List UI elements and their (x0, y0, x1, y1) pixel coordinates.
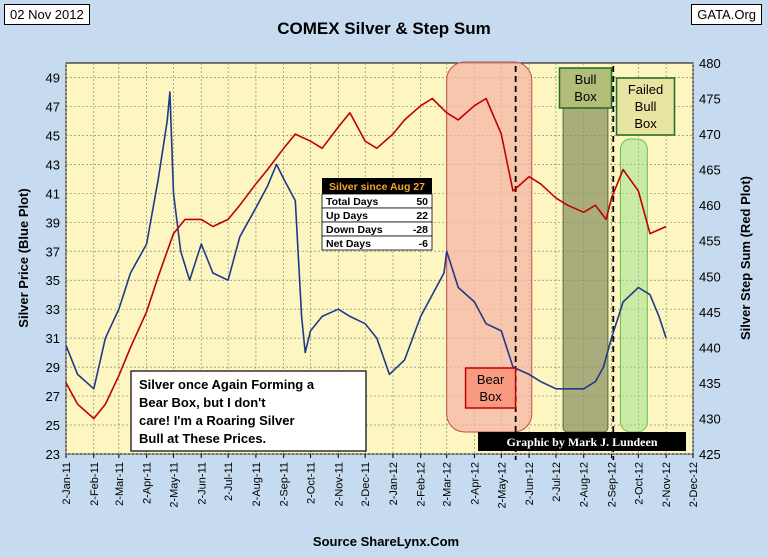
x-tick-label: 2-Nov-11 (333, 462, 345, 506)
box-label: Bear Box (464, 367, 517, 409)
annotation-text: Silver once Again Forming a Bear Box, but… (139, 377, 315, 446)
stats-row-value: -6 (419, 238, 428, 250)
y-left-tick-label: 37 (46, 244, 60, 259)
y-axis-left-label: Silver Price (Blue Plot) (16, 188, 31, 327)
box-region (619, 138, 648, 433)
y-right-tick-label: 445 (699, 305, 721, 320)
y-right-tick-label: 475 (699, 92, 721, 107)
y-left-tick-label: 29 (46, 360, 60, 375)
y-left-tick-label: 47 (46, 99, 60, 114)
series-lines: Bear Box Bull Box Failed Bull Box (65, 67, 676, 420)
y-left-tick-label: 43 (46, 157, 60, 172)
x-tick-label: 2-Jun-11 (196, 462, 208, 505)
y-right-tick-label: 450 (699, 269, 721, 284)
site-label: GATA.Org (691, 4, 762, 25)
x-tick-label: 2-Nov-12 (661, 462, 673, 507)
y-left-tick-label: 35 (46, 273, 60, 288)
stats-row-label: Up Days (326, 210, 368, 222)
box-label: Bull Box (558, 67, 613, 109)
y-left-tick-label: 49 (46, 70, 60, 85)
box-region (562, 101, 609, 433)
y-left-tick-label: 27 (46, 389, 60, 404)
x-tick-label: 2-Feb-11 (89, 462, 101, 506)
credit-text: Graphic by Mark J. Lundeen (506, 435, 657, 449)
y-left-tick-label: 25 (46, 418, 60, 433)
y-left-tick-label: 33 (46, 302, 60, 317)
y-right-tick-label: 430 (699, 411, 721, 426)
stats-table: Silver since Aug 27 Total Days 50 Up Days 2… (321, 178, 433, 251)
x-tick-label: 2-Aug-12 (579, 462, 591, 507)
x-tick-label: 2-Jan-11 (61, 462, 73, 505)
step-sum-line (65, 97, 667, 420)
x-tick-label: 2-Apr-11 (142, 462, 154, 504)
x-tick-label: 2-May-12 (496, 462, 508, 508)
annotation-box: Silver once Again Forming a Bear Box, but… (130, 370, 367, 452)
x-tick-label: 2-Mar-12 (442, 462, 454, 507)
x-tick-label: 2-Mar-11 (114, 462, 126, 506)
y-right-tick-label: 470 (699, 127, 721, 142)
y-left-tick-label: 41 (46, 186, 60, 201)
source-label: Source ShareLynx.Com (313, 534, 459, 549)
silver-price-line (65, 91, 667, 390)
x-tick-label: 2-Dec-12 (688, 462, 700, 507)
stats-row-value: 22 (416, 210, 428, 222)
y-left-tick-label: 31 (46, 331, 60, 346)
y-right-tick-label: 465 (699, 163, 721, 178)
stats-row-label: Down Days (326, 224, 383, 236)
box-label-text: Failed Bull Box (628, 82, 663, 131)
x-tick-label: 2-Oct-11 (306, 462, 318, 504)
x-tick-label: 2-Feb-12 (416, 462, 428, 507)
stats-row-label: Total Days (326, 196, 378, 208)
x-tick-label: 2-Jul-11 (223, 462, 235, 501)
boxes (446, 61, 648, 460)
y-right-tick-label: 425 (699, 447, 721, 462)
date-label: 02 Nov 2012 (4, 4, 90, 25)
stats-row-value: 50 (416, 196, 428, 208)
x-tick-label: 2-Jun-12 (524, 462, 536, 505)
x-tick-label: 2-Apr-12 (469, 462, 481, 505)
chart-title: COMEX Silver & Step Sum (277, 19, 491, 38)
credit-box: Graphic by Mark J. Lundeen (478, 432, 686, 451)
y-right-tick-label: 460 (699, 198, 721, 213)
x-tick-label: 2-Oct-12 (633, 462, 645, 505)
y-left-tick-label: 23 (46, 447, 60, 462)
x-tick-label: 2-Jan-12 (388, 462, 400, 505)
y-right-tick-label: 455 (699, 234, 721, 249)
stats-row-label: Net Days (326, 238, 371, 250)
y-left-tick-label: 45 (46, 128, 60, 143)
stats-row-value: -28 (413, 224, 428, 236)
x-tick-label: 2-Jul-12 (551, 462, 563, 502)
box-label-text: Bull Box (574, 72, 597, 104)
axes: 2-Jan-11 2-Feb-11 2-Mar-11 2-Apr-11 2-May-11… (46, 56, 721, 508)
box-label: Failed Bull Box (615, 77, 676, 136)
x-tick-label: 2-Dec-11 (360, 462, 372, 506)
y-right-tick-label: 440 (699, 340, 721, 355)
y-right-tick-label: 480 (699, 56, 721, 71)
x-tick-label: 2-May-11 (168, 462, 180, 508)
stats-table-title: Silver since Aug 27 (329, 181, 425, 193)
x-tick-label: 2-Aug-11 (251, 462, 263, 506)
y-left-tick-label: 39 (46, 215, 60, 230)
x-tick-label: 2-Sep-11 (279, 462, 291, 506)
y-right-tick-label: 435 (699, 376, 721, 391)
y-axis-right-label: Silver Step Sum (Red Plot) (738, 176, 753, 340)
x-tick-label: 2-Sep-12 (606, 462, 618, 507)
box-label-text: Bear Box (477, 372, 505, 404)
